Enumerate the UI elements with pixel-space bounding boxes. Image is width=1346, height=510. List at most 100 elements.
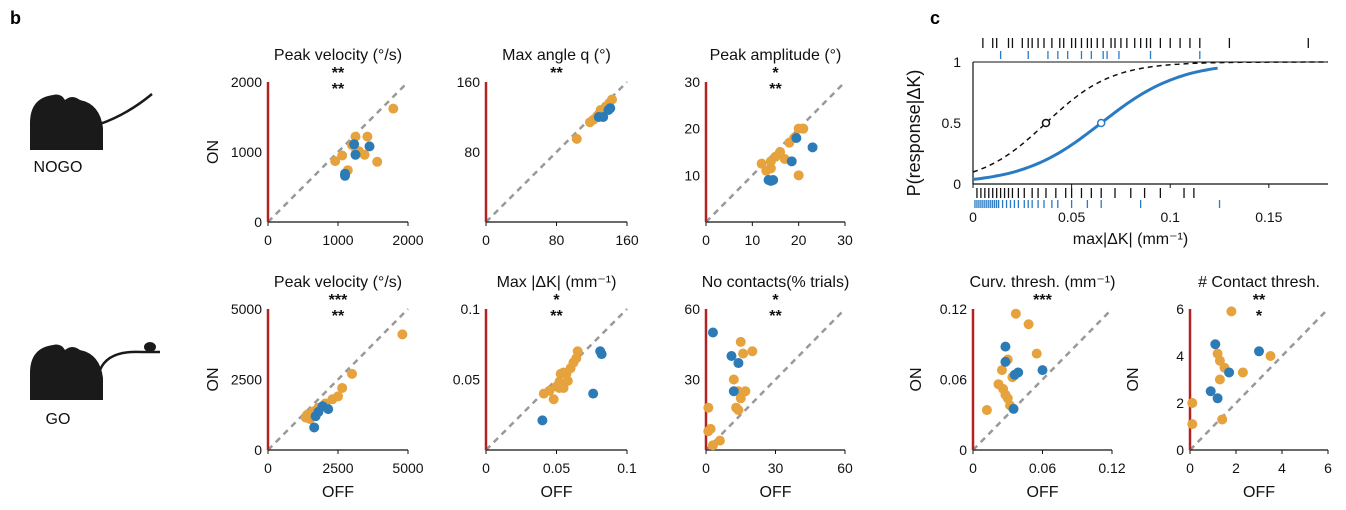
data-point-blue xyxy=(1000,341,1011,352)
chart-title: Max |ΔK| (mm⁻¹) xyxy=(497,274,617,291)
data-point-orange xyxy=(584,117,595,128)
unity-line xyxy=(705,308,846,451)
significance-blue: ** xyxy=(769,81,782,98)
mouse-go-icon xyxy=(30,342,160,400)
significance-blue: ** xyxy=(332,308,345,325)
x-tick-label: 2 xyxy=(1232,460,1240,476)
y-tick-label: 160 xyxy=(457,74,481,90)
data-point-orange xyxy=(705,423,716,434)
data-point-orange xyxy=(548,394,559,405)
data-point-blue xyxy=(728,386,739,397)
y-tick-label: 0.5 xyxy=(942,115,962,131)
chart-title: No contacts(% trials) xyxy=(702,274,850,291)
significance-orange: * xyxy=(553,292,560,309)
data-point-orange xyxy=(738,348,749,359)
data-point-orange xyxy=(996,365,1007,376)
data-point-orange xyxy=(1031,348,1042,359)
y-tick-label: 1000 xyxy=(231,144,262,160)
data-point-blue xyxy=(349,139,360,150)
x-tick-label: 0 xyxy=(1186,460,1194,476)
fit-curve-on xyxy=(972,66,1218,181)
y-tick-label: 0 xyxy=(959,442,967,458)
data-point-blue xyxy=(605,103,616,114)
y-tick-label: 0.06 xyxy=(940,372,967,388)
y-tick-label: 80 xyxy=(464,144,480,160)
y-tick-label: 30 xyxy=(684,372,700,388)
y-tick-label: 1 xyxy=(953,54,961,70)
data-point-orange xyxy=(1265,351,1276,361)
data-point-orange xyxy=(1214,355,1225,366)
data-point-orange xyxy=(735,393,746,404)
data-point-orange xyxy=(747,346,758,357)
data-point-blue xyxy=(596,349,607,360)
x-tick-label: 2000 xyxy=(392,232,423,248)
x-tick-label: 0.1 xyxy=(617,460,637,476)
nogo-label: NOGO xyxy=(34,159,83,176)
x-tick-label: 6 xyxy=(1324,460,1332,476)
data-point-blue xyxy=(1037,365,1048,376)
x-tick-label: 2500 xyxy=(322,460,353,476)
data-point-blue xyxy=(733,358,744,369)
data-point-orange xyxy=(1187,419,1198,430)
data-point-blue xyxy=(786,156,797,167)
chart-title: Max angle q (°) xyxy=(502,47,611,64)
x-tick-label: 1000 xyxy=(322,232,353,248)
go-label: GO xyxy=(46,411,71,428)
data-point-blue xyxy=(1210,339,1221,350)
chart-go-velocity: Peak velocity (°/s)*****0 2500 50000250050… xyxy=(205,274,424,501)
x-tick-label: 10 xyxy=(745,232,761,248)
y-tick-label: 60 xyxy=(684,301,700,317)
significance-blue: ** xyxy=(550,308,563,325)
x-axis-label: OFF xyxy=(760,484,792,501)
data-point-orange xyxy=(554,382,565,393)
data-point-blue xyxy=(726,351,737,361)
data-point-orange xyxy=(707,440,718,451)
data-point-blue xyxy=(763,175,774,185)
x-tick-label: 0 xyxy=(482,460,490,476)
data-point-orange xyxy=(562,375,573,386)
y-tick-label: 0 xyxy=(953,176,961,192)
data-point-orange xyxy=(793,170,804,181)
data-point-orange xyxy=(337,382,348,393)
x-tick-label: 0 xyxy=(702,232,710,248)
data-point-orange xyxy=(607,94,618,105)
data-point-blue xyxy=(1224,367,1235,378)
data-point-orange xyxy=(1187,398,1198,408)
y-tick-label: 0.05 xyxy=(453,372,480,388)
x-tick-label: 0.05 xyxy=(1058,209,1085,225)
x-tick-label: 80 xyxy=(549,232,565,248)
x-axis-label: OFF xyxy=(322,484,354,501)
significance-blue: ** xyxy=(332,81,345,98)
x-tick-label: 60 xyxy=(837,460,853,476)
x-tick-label: 0 xyxy=(264,232,272,248)
x-tick-label: 160 xyxy=(615,232,639,248)
y-tick-label: 20 xyxy=(684,121,700,137)
data-point-blue xyxy=(707,327,718,338)
x-tick-label: 0 xyxy=(482,232,490,248)
x-tick-label: 4 xyxy=(1278,460,1286,476)
data-point-orange xyxy=(1214,374,1225,385)
x-axis-label: OFF xyxy=(1243,484,1275,501)
chart-title: Curv. thresh. (mm⁻¹) xyxy=(970,274,1116,291)
data-point-orange xyxy=(572,346,583,357)
chart-nogo-velocity: Peak velocity (°/s)****0 1000 200001000200… xyxy=(205,47,424,248)
x-tick-label: 0 xyxy=(969,460,977,476)
y-tick-label: 0 xyxy=(254,214,262,230)
data-point-orange xyxy=(703,402,714,413)
y-tick-label: 0.1 xyxy=(461,301,481,317)
data-point-orange xyxy=(571,133,582,144)
x-axis-label: OFF xyxy=(541,484,573,501)
y-tick-label: 6 xyxy=(1176,301,1184,317)
chart-title: Peak amplitude (°) xyxy=(710,47,842,64)
data-point-blue xyxy=(1205,386,1216,397)
x-axis-label: max|ΔK| (mm⁻¹) xyxy=(1073,231,1188,248)
y-axis-label: ON xyxy=(908,368,925,392)
y-tick-label: 10 xyxy=(684,167,700,183)
data-point-orange xyxy=(388,103,399,114)
significance-blue: * xyxy=(1256,308,1263,325)
data-point-blue xyxy=(598,112,609,122)
y-tick-label: 2500 xyxy=(231,372,262,388)
